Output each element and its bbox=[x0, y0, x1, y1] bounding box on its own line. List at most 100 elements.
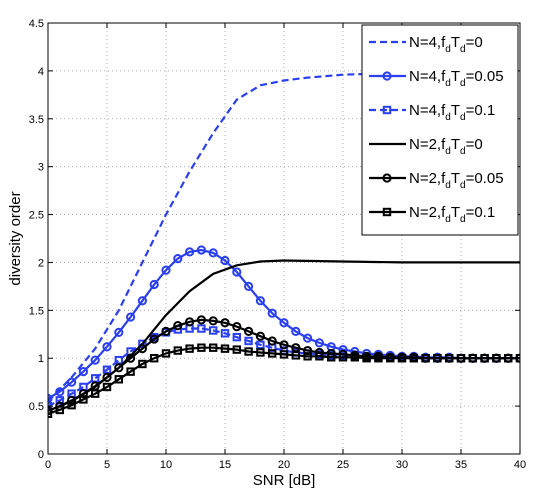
legend-item: N=2,fdTd=0.05 bbox=[369, 170, 504, 191]
legend-label: N=4,fdTd=0.1 bbox=[409, 102, 495, 123]
y-tick-label: 2.5 bbox=[29, 210, 44, 222]
series-point bbox=[255, 331, 265, 341]
series-point bbox=[161, 265, 171, 275]
series-point bbox=[185, 247, 195, 257]
legend-label: N=2,fdTd=0.05 bbox=[409, 170, 504, 191]
series-point bbox=[79, 395, 88, 404]
series-point bbox=[220, 329, 230, 338]
series-point bbox=[126, 353, 136, 363]
series-point bbox=[137, 296, 147, 306]
legend-marker bbox=[382, 105, 392, 115]
series-point bbox=[197, 324, 206, 333]
series-point bbox=[303, 333, 313, 343]
series-point bbox=[244, 336, 253, 346]
series-point bbox=[220, 255, 230, 266]
series-point bbox=[173, 254, 183, 264]
series-point bbox=[255, 296, 265, 306]
series-point bbox=[232, 267, 242, 277]
series-point bbox=[208, 316, 218, 326]
series-point bbox=[232, 332, 242, 342]
series-point bbox=[196, 245, 206, 255]
series-point bbox=[114, 327, 124, 337]
series-point bbox=[267, 336, 277, 346]
series-point bbox=[208, 248, 218, 258]
series-point bbox=[362, 354, 371, 363]
legend: N=4,fdTd=0 N=4,fdTd=0.05 N=4,fdTd=0.1 N=2,f… bbox=[361, 24, 519, 236]
series-point bbox=[173, 346, 183, 355]
series-point bbox=[91, 374, 100, 383]
series-point bbox=[102, 382, 112, 392]
series-point bbox=[433, 354, 442, 363]
series-point bbox=[267, 308, 277, 318]
y-tick-label: 3.5 bbox=[29, 114, 44, 126]
legend-item: N=2,fdTd=0 bbox=[369, 136, 483, 157]
series-point bbox=[48, 409, 53, 418]
y-axis-ticks: 0 0.5 1 1.5 2 2.5 3 3.5 4 4.5 bbox=[29, 18, 520, 461]
series-point bbox=[138, 339, 147, 349]
x-tick-label: 25 bbox=[337, 459, 349, 471]
x-tick-label: 30 bbox=[396, 459, 408, 471]
series-point bbox=[67, 377, 77, 387]
legend-label: N=2,fdTd=0 bbox=[409, 136, 483, 157]
series-point bbox=[256, 340, 265, 350]
series-point bbox=[55, 396, 64, 405]
series-point bbox=[126, 312, 136, 322]
series-point bbox=[150, 354, 159, 363]
x-tick-label: 10 bbox=[160, 459, 172, 471]
series-point bbox=[350, 353, 360, 362]
series-layer bbox=[48, 71, 520, 418]
y-tick-label: 1 bbox=[38, 353, 44, 365]
y-tick-label: 4.5 bbox=[29, 18, 44, 30]
legend-marker bbox=[382, 207, 392, 217]
legend-marker bbox=[382, 173, 392, 183]
series-point bbox=[268, 349, 277, 358]
series-point bbox=[291, 326, 301, 337]
series-point bbox=[78, 389, 89, 399]
series-point bbox=[196, 315, 206, 325]
series-point bbox=[232, 345, 242, 354]
series-point bbox=[244, 347, 253, 356]
legend-marker bbox=[382, 71, 392, 81]
series-point bbox=[126, 367, 135, 376]
series-point bbox=[314, 338, 324, 348]
x-tick-label: 35 bbox=[455, 459, 467, 471]
series-point bbox=[67, 400, 76, 410]
series-point bbox=[456, 354, 466, 363]
series-point bbox=[161, 326, 171, 337]
series-point bbox=[220, 344, 230, 353]
series-point bbox=[480, 354, 489, 363]
series-point bbox=[244, 326, 254, 337]
series-point bbox=[114, 363, 124, 373]
series-point bbox=[161, 349, 171, 358]
series-point bbox=[279, 350, 289, 359]
series-point bbox=[315, 352, 324, 361]
series-point bbox=[386, 354, 395, 363]
y-axis-label: diversity order bbox=[7, 191, 24, 285]
legend-label: N=4,fdTd=0 bbox=[409, 34, 483, 55]
series-point bbox=[149, 334, 159, 344]
series-line bbox=[48, 71, 426, 403]
series-point bbox=[55, 405, 64, 415]
series-point bbox=[149, 279, 159, 290]
series-point bbox=[291, 351, 301, 360]
series-point bbox=[55, 387, 65, 397]
legend-label: N=2,fdTd=0.1 bbox=[409, 204, 495, 225]
legend-item: N=4,fdTd=0.1 bbox=[369, 102, 495, 123]
series-point bbox=[185, 317, 195, 327]
series-point bbox=[232, 322, 242, 332]
x-tick-label: 15 bbox=[219, 459, 231, 471]
y-tick-label: 1.5 bbox=[29, 305, 44, 317]
x-tick-label: 0 bbox=[45, 459, 51, 471]
legend-box bbox=[361, 24, 519, 236]
series-point bbox=[421, 354, 430, 363]
y-tick-label: 0.5 bbox=[29, 401, 44, 413]
series-point bbox=[303, 345, 313, 356]
x-tick-label: 5 bbox=[104, 459, 110, 471]
legend-label: N=4,fdTd=0.05 bbox=[409, 68, 504, 89]
x-tick-label: 40 bbox=[514, 459, 526, 471]
series-point bbox=[114, 355, 123, 365]
series-point bbox=[102, 372, 112, 382]
series-point bbox=[220, 318, 230, 328]
series-point bbox=[504, 354, 513, 363]
series-point bbox=[409, 354, 419, 363]
